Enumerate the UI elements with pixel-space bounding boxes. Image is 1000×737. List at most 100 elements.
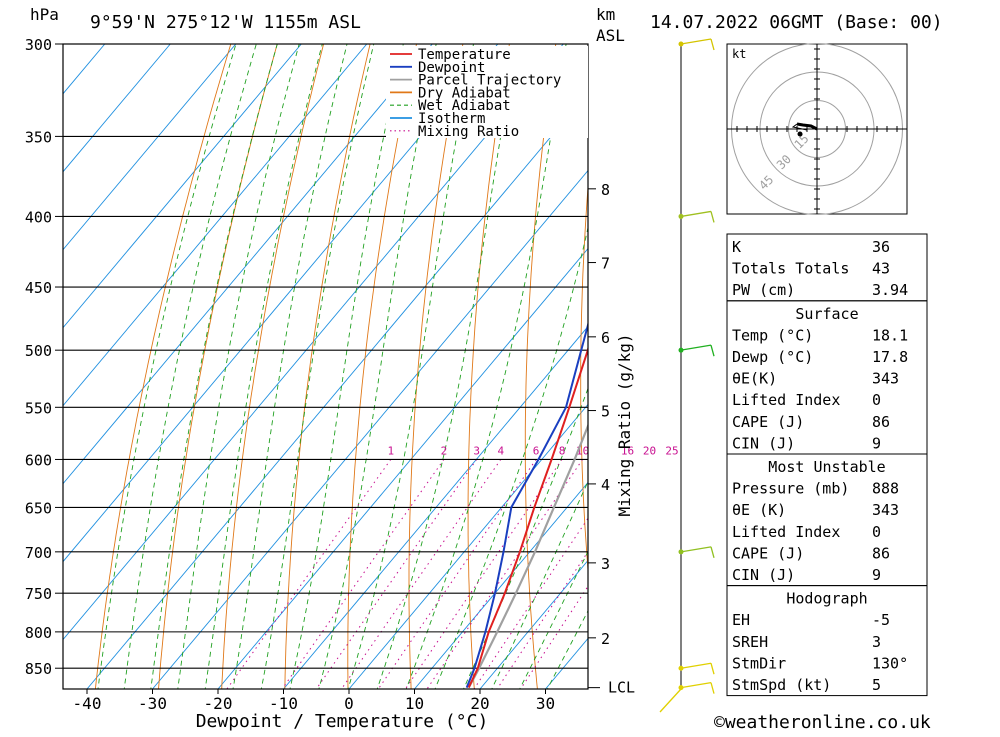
mixing-ratio-label: 8 bbox=[559, 444, 566, 457]
pressure-tick-label: 350 bbox=[25, 128, 52, 146]
index-value: 888 bbox=[872, 480, 899, 498]
wet-adiabat-line bbox=[98, 44, 237, 692]
km-tick-label: 2 bbox=[601, 630, 610, 648]
mixing-ratio-line bbox=[316, 459, 476, 689]
index-label: StmDir bbox=[732, 654, 786, 672]
dry-adiabat-line bbox=[222, 44, 324, 689]
mixing-ratio-label: 4 bbox=[497, 444, 504, 457]
index-label: Lifted Index bbox=[732, 523, 840, 541]
dry-adiabat-line bbox=[285, 44, 370, 689]
x-tick-label: -30 bbox=[138, 694, 167, 713]
mixing-ratio-line bbox=[342, 459, 501, 689]
wind-barbs bbox=[660, 39, 714, 712]
km-tick-label: 3 bbox=[601, 555, 610, 573]
km-tick-label: 4 bbox=[601, 476, 610, 494]
index-label: CAPE (J) bbox=[732, 413, 804, 431]
mixing-ratio-label: 2 bbox=[441, 444, 448, 457]
index-label: CIN (J) bbox=[732, 434, 795, 452]
table-section-title: Most Unstable bbox=[768, 458, 885, 476]
pressure-tick-label: 700 bbox=[25, 544, 52, 562]
index-label: θE(K) bbox=[732, 370, 777, 388]
wet-adiabat-line bbox=[233, 44, 348, 692]
wind-barb-shaft bbox=[681, 345, 711, 350]
wet-adiabat-line bbox=[150, 44, 277, 692]
legend-label: Mixing Ratio bbox=[418, 124, 519, 140]
index-value: 43 bbox=[872, 260, 890, 278]
x-axis-label: Dewpoint / Temperature (°C) bbox=[196, 711, 489, 732]
storm-motion-marker bbox=[798, 132, 803, 137]
index-value: 86 bbox=[872, 544, 890, 562]
index-label: StmSpd (kt) bbox=[732, 676, 831, 694]
index-value: 18.1 bbox=[872, 326, 908, 344]
pressure-tick-label: 400 bbox=[25, 208, 52, 226]
mixing-ratio-label: 3 bbox=[473, 444, 480, 457]
index-label: Pressure (mb) bbox=[732, 480, 849, 498]
wind-barb-shaft bbox=[681, 683, 711, 688]
pressure-tick-label: 650 bbox=[25, 499, 52, 517]
mixing-ratio-label: 25 bbox=[665, 444, 678, 457]
km-label: km bbox=[596, 5, 615, 24]
wind-barb-flag bbox=[711, 39, 714, 50]
wet-adiabat-line bbox=[405, 44, 566, 692]
table-section-title: Hodograph bbox=[786, 590, 867, 608]
index-label: θE (K) bbox=[732, 501, 786, 519]
index-value: 9 bbox=[872, 434, 881, 452]
pressure-tick-label: 750 bbox=[25, 585, 52, 603]
index-value: 343 bbox=[872, 370, 899, 388]
mixing-ratio-label: 6 bbox=[533, 444, 540, 457]
index-value: 17.8 bbox=[872, 348, 908, 366]
pressure-unit-label: hPa bbox=[30, 5, 59, 24]
index-label: CAPE (J) bbox=[732, 544, 804, 562]
dry-adiabat-line bbox=[974, 44, 1000, 689]
index-label: K bbox=[732, 238, 741, 256]
profile-dewpoint bbox=[467, 44, 624, 688]
profile-parcel-trajectory bbox=[469, 44, 682, 688]
index-label: CIN (J) bbox=[732, 566, 795, 584]
pressure-tick-label: 550 bbox=[25, 399, 52, 417]
asl-label: ASL bbox=[596, 26, 625, 45]
km-tick-label: 7 bbox=[601, 255, 610, 273]
isotherm-line bbox=[153, 44, 695, 689]
pressure-tick-label: 850 bbox=[25, 660, 52, 678]
hodograph-unit-label: kt bbox=[732, 47, 746, 61]
wet-adiabat-line bbox=[205, 44, 323, 692]
index-value: 3.94 bbox=[872, 281, 908, 299]
index-label: PW (cm) bbox=[732, 281, 795, 299]
wind-barb-shaft bbox=[681, 211, 711, 216]
isotherm-line bbox=[87, 44, 629, 689]
table-section-title: Surface bbox=[795, 305, 858, 323]
wet-adiabat-line bbox=[289, 44, 403, 692]
km-tick-label: 6 bbox=[601, 329, 610, 347]
copyright-text: ©weatheronline.co.uk bbox=[714, 712, 931, 733]
pressure-tick-label: 600 bbox=[25, 451, 52, 469]
index-value: 3 bbox=[872, 633, 881, 651]
datetime-title: 14.07.2022 06GMT (Base: 00) bbox=[650, 12, 943, 33]
index-value: 130° bbox=[872, 654, 908, 672]
isotherm-line bbox=[218, 44, 760, 689]
index-value: 0 bbox=[872, 391, 881, 409]
pressure-tick-label: 300 bbox=[25, 36, 52, 54]
km-tick-label: 8 bbox=[601, 181, 610, 199]
index-value: 0 bbox=[872, 523, 881, 541]
wind-barb-flag bbox=[711, 345, 714, 356]
pressure-tick-label: 450 bbox=[25, 279, 52, 297]
lcl-label: LCL bbox=[608, 679, 635, 697]
index-value: 343 bbox=[872, 501, 899, 519]
plot-frame bbox=[63, 44, 588, 689]
x-tick-label: 30 bbox=[536, 694, 555, 713]
isotherm-line bbox=[0, 44, 367, 689]
mixing-ratio-label: 1 bbox=[387, 444, 394, 457]
index-label: EH bbox=[732, 611, 750, 629]
wind-barb-shaft bbox=[681, 39, 711, 44]
x-tick-label: -40 bbox=[73, 694, 102, 713]
mixing-ratio-axis-label: Mixing Ratio (g/kg) bbox=[615, 333, 634, 516]
wind-barb-shaft bbox=[681, 547, 711, 552]
index-value: 5 bbox=[872, 676, 881, 694]
mixing-ratio-label: 20 bbox=[643, 444, 656, 457]
index-label: Dewp (°C) bbox=[732, 348, 813, 366]
wind-barb-surface-shaft bbox=[660, 689, 681, 712]
location-title: 9°59'N 275°12'W 1155m ASL bbox=[90, 12, 361, 33]
isotherm-line bbox=[0, 44, 432, 689]
